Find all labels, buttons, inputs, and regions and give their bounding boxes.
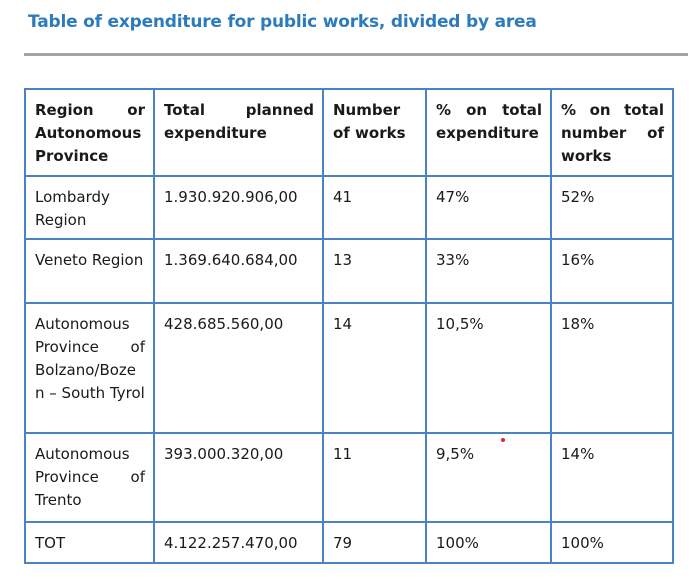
table-cell: Autonomous Province of Trento <box>24 432 155 523</box>
table-cell: 100% <box>425 521 552 564</box>
table-cell: 100% <box>550 521 674 564</box>
table-cell: Autonomous Province of Bolzano/Bozen – S… <box>24 302 155 434</box>
column-header-pct-expenditure: % on total expenditure <box>425 88 552 177</box>
table-cell: 4.122.257.470,00 <box>153 521 324 564</box>
table-cell: 10,5% <box>425 302 552 434</box>
table-cell: 13 <box>322 238 427 304</box>
table-row-bolzano: Autonomous Province of Bolzano/Bozen – S… <box>24 302 674 434</box>
red-dot-annotation <box>501 438 505 442</box>
table-cell: 428.685.560,00 <box>153 302 324 434</box>
table-cell: 41 <box>322 175 427 240</box>
table-cell: Veneto Region <box>24 238 155 304</box>
table-cell: 14% <box>550 432 674 523</box>
table-cell: TOT <box>24 521 155 564</box>
column-header-region: Region or Autonomous Province <box>24 88 155 177</box>
table-cell: 52% <box>550 175 674 240</box>
table-row-lombardy: Lombardy Region 1.930.920.906,00 41 47% … <box>24 175 674 240</box>
page-title: Table of expenditure for public works, d… <box>28 12 537 32</box>
table-cell: Lombardy Region <box>24 175 155 240</box>
table-cell: 14 <box>322 302 427 434</box>
column-header-number-of-works: Number of works <box>322 88 427 177</box>
table-cell: 16% <box>550 238 674 304</box>
table-cell: 33% <box>425 238 552 304</box>
title-divider-rule <box>24 53 688 56</box>
table-header-row: Region or Autonomous Province Total plan… <box>24 88 674 177</box>
table-cell: 11 <box>322 432 427 523</box>
table-cell: 1.369.640.684,00 <box>153 238 324 304</box>
table-cell: 9,5% <box>425 432 552 523</box>
table-cell: 18% <box>550 302 674 434</box>
expenditure-table: Region or Autonomous Province Total plan… <box>24 88 674 564</box>
column-header-total-expenditure: Total planned expenditure <box>153 88 324 177</box>
table-row-veneto: Veneto Region 1.369.640.684,00 13 33% 16… <box>24 238 674 304</box>
table-cell: 79 <box>322 521 427 564</box>
table-cell: 47% <box>425 175 552 240</box>
table-row-trento: Autonomous Province of Trento 393.000.32… <box>24 432 674 523</box>
table-row-total: TOT 4.122.257.470,00 79 100% 100% <box>24 521 674 564</box>
table-cell: 393.000.320,00 <box>153 432 324 523</box>
column-header-pct-works: % on total number of works <box>550 88 674 177</box>
table-cell: 1.930.920.906,00 <box>153 175 324 240</box>
